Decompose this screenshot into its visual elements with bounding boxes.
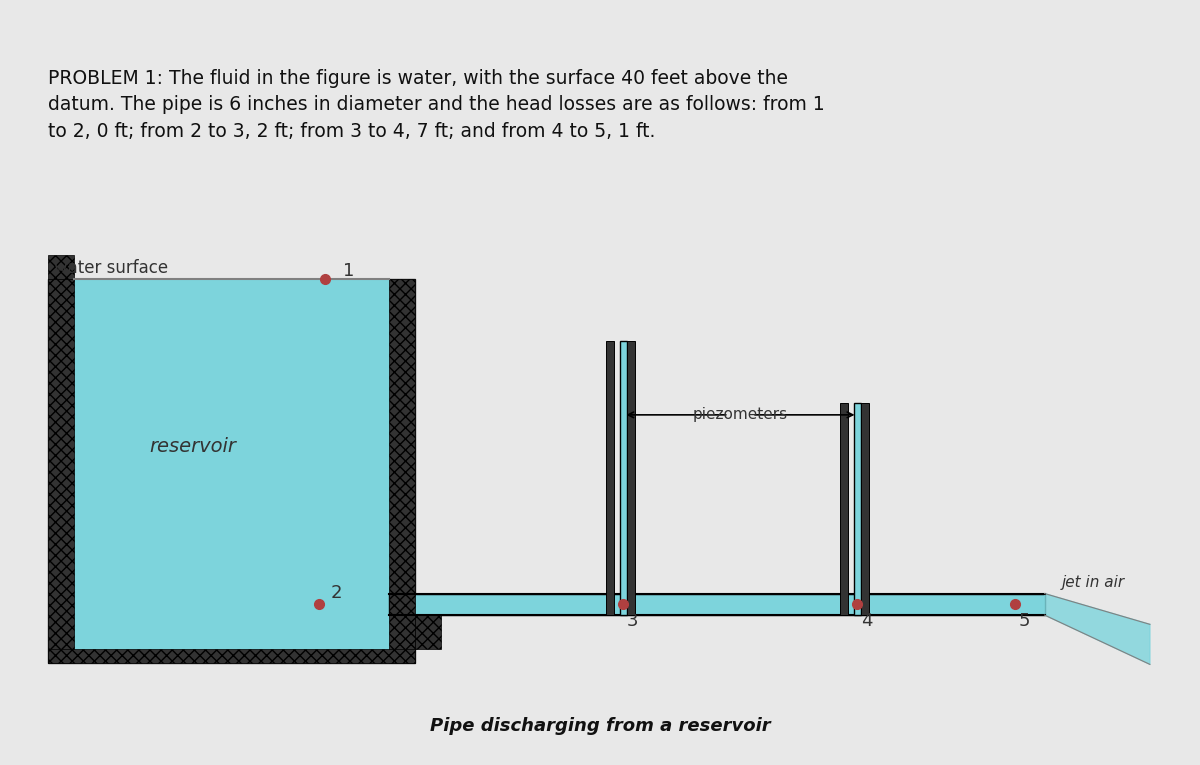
FancyBboxPatch shape [606, 341, 614, 615]
FancyBboxPatch shape [854, 402, 860, 615]
Text: jet in air: jet in air [1062, 575, 1126, 591]
Text: PROBLEM 1: The fluid in the figure is water, with the surface 40 feet above the
: PROBLEM 1: The fluid in the figure is wa… [48, 69, 824, 141]
FancyBboxPatch shape [860, 402, 869, 615]
Text: 3: 3 [626, 611, 638, 630]
Polygon shape [1044, 594, 1150, 664]
Text: 1: 1 [343, 262, 354, 280]
Text: piezometers: piezometers [692, 407, 788, 422]
Text: water surface: water surface [54, 259, 168, 277]
FancyBboxPatch shape [48, 255, 73, 279]
Text: 5: 5 [1019, 611, 1031, 630]
Text: Pipe discharging from a reservoir: Pipe discharging from a reservoir [430, 718, 770, 735]
FancyBboxPatch shape [415, 615, 440, 649]
Text: 4: 4 [860, 611, 872, 630]
FancyBboxPatch shape [390, 279, 415, 662]
FancyBboxPatch shape [48, 649, 415, 662]
Text: reservoir: reservoir [150, 437, 236, 456]
FancyBboxPatch shape [48, 279, 415, 662]
FancyBboxPatch shape [73, 279, 390, 649]
FancyBboxPatch shape [840, 402, 848, 615]
FancyBboxPatch shape [626, 341, 635, 615]
FancyBboxPatch shape [48, 279, 73, 662]
Text: 2: 2 [331, 584, 342, 602]
FancyBboxPatch shape [620, 341, 626, 615]
FancyBboxPatch shape [390, 594, 1045, 615]
